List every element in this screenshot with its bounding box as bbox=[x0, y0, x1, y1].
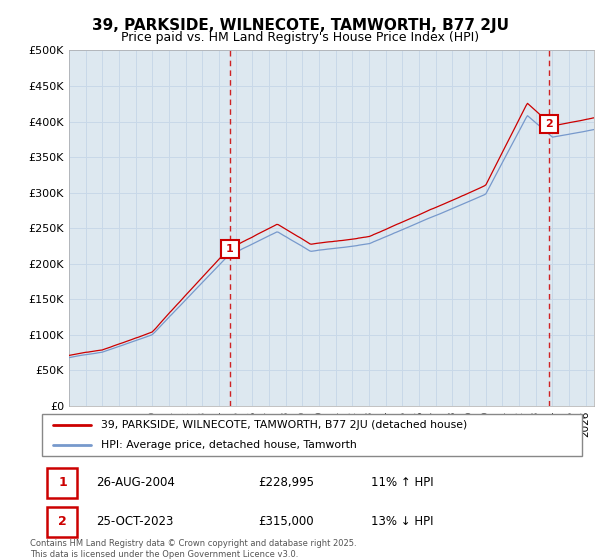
Text: Contains HM Land Registry data © Crown copyright and database right 2025.
This d: Contains HM Land Registry data © Crown c… bbox=[30, 539, 356, 559]
Text: HPI: Average price, detached house, Tamworth: HPI: Average price, detached house, Tamw… bbox=[101, 440, 357, 450]
Text: 2: 2 bbox=[545, 119, 553, 128]
Text: 39, PARKSIDE, WILNECOTE, TAMWORTH, B77 2JU: 39, PARKSIDE, WILNECOTE, TAMWORTH, B77 2… bbox=[91, 18, 509, 33]
Text: 39, PARKSIDE, WILNECOTE, TAMWORTH, B77 2JU (detached house): 39, PARKSIDE, WILNECOTE, TAMWORTH, B77 2… bbox=[101, 420, 467, 430]
Text: £315,000: £315,000 bbox=[258, 515, 314, 529]
Text: 11% ↑ HPI: 11% ↑ HPI bbox=[371, 476, 434, 489]
FancyBboxPatch shape bbox=[42, 414, 582, 456]
Text: 13% ↓ HPI: 13% ↓ HPI bbox=[371, 515, 434, 529]
Text: 25-OCT-2023: 25-OCT-2023 bbox=[96, 515, 173, 529]
Text: 1: 1 bbox=[226, 244, 234, 254]
FancyBboxPatch shape bbox=[47, 468, 77, 498]
Text: 26-AUG-2004: 26-AUG-2004 bbox=[96, 476, 175, 489]
Text: 2: 2 bbox=[58, 515, 67, 529]
Text: £228,995: £228,995 bbox=[258, 476, 314, 489]
Text: 1: 1 bbox=[58, 476, 67, 489]
FancyBboxPatch shape bbox=[47, 507, 77, 537]
Text: Price paid vs. HM Land Registry's House Price Index (HPI): Price paid vs. HM Land Registry's House … bbox=[121, 31, 479, 44]
